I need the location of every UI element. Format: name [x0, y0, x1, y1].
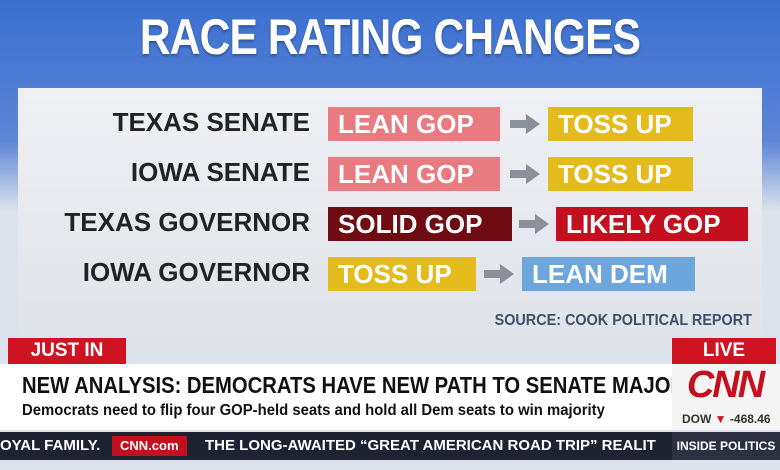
arrow: [484, 264, 514, 284]
to-rating: TOSS UP: [548, 157, 693, 191]
live-tab: LIVE: [672, 338, 776, 364]
race-label: IOWA SENATE: [130, 157, 310, 187]
ticker-site: CNN.com: [112, 436, 187, 456]
down-arrow: ▼: [714, 412, 727, 426]
arrow: [519, 214, 549, 234]
show-name: INSIDE POLITICS: [672, 432, 780, 460]
subline: Democrats need to flip four GOP-held sea…: [22, 402, 605, 419]
to-rating: LIKELY GOP: [556, 207, 748, 241]
to-rating: LEAN DEM: [522, 257, 695, 291]
market-info: DOW ▼ -468.46: [682, 412, 771, 426]
source: SOURCE: COOK POLITICAL REPORT: [494, 312, 752, 329]
from-rating: TOSS UP: [328, 257, 476, 291]
arrow: [510, 164, 540, 184]
logo-box: [672, 364, 780, 430]
arrow: [510, 114, 540, 134]
headline: NEW ANALYSIS: DEMOCRATS HAVE NEW PATH TO…: [22, 372, 717, 398]
from-rating: LEAN GOP: [328, 107, 500, 141]
market-change: -468.46: [729, 412, 771, 426]
race-label: TEXAS SENATE: [112, 107, 310, 137]
to-rating: TOSS UP: [548, 107, 693, 141]
just-in-tab: JUST IN: [8, 338, 126, 364]
title: RACE RATING CHANGES: [139, 9, 641, 65]
race-label: IOWA GOVERNOR: [82, 257, 310, 287]
from-rating: SOLID GOP: [328, 207, 512, 241]
from-rating: LEAN GOP: [328, 157, 500, 191]
ticker-text: THE LONG-AWAITED “GREAT AMERICAN ROAD TR…: [205, 437, 656, 454]
race-label: TEXAS GOVERNOR: [64, 207, 310, 237]
ticker: OYAL FAMILY. CNN.com THE LONG-AWAITED “G…: [0, 432, 780, 460]
headline-band: [0, 364, 672, 430]
ticker-left: OYAL FAMILY.: [0, 437, 101, 454]
market-name: DOW: [682, 412, 712, 426]
network-logo: CNN: [686, 364, 765, 406]
